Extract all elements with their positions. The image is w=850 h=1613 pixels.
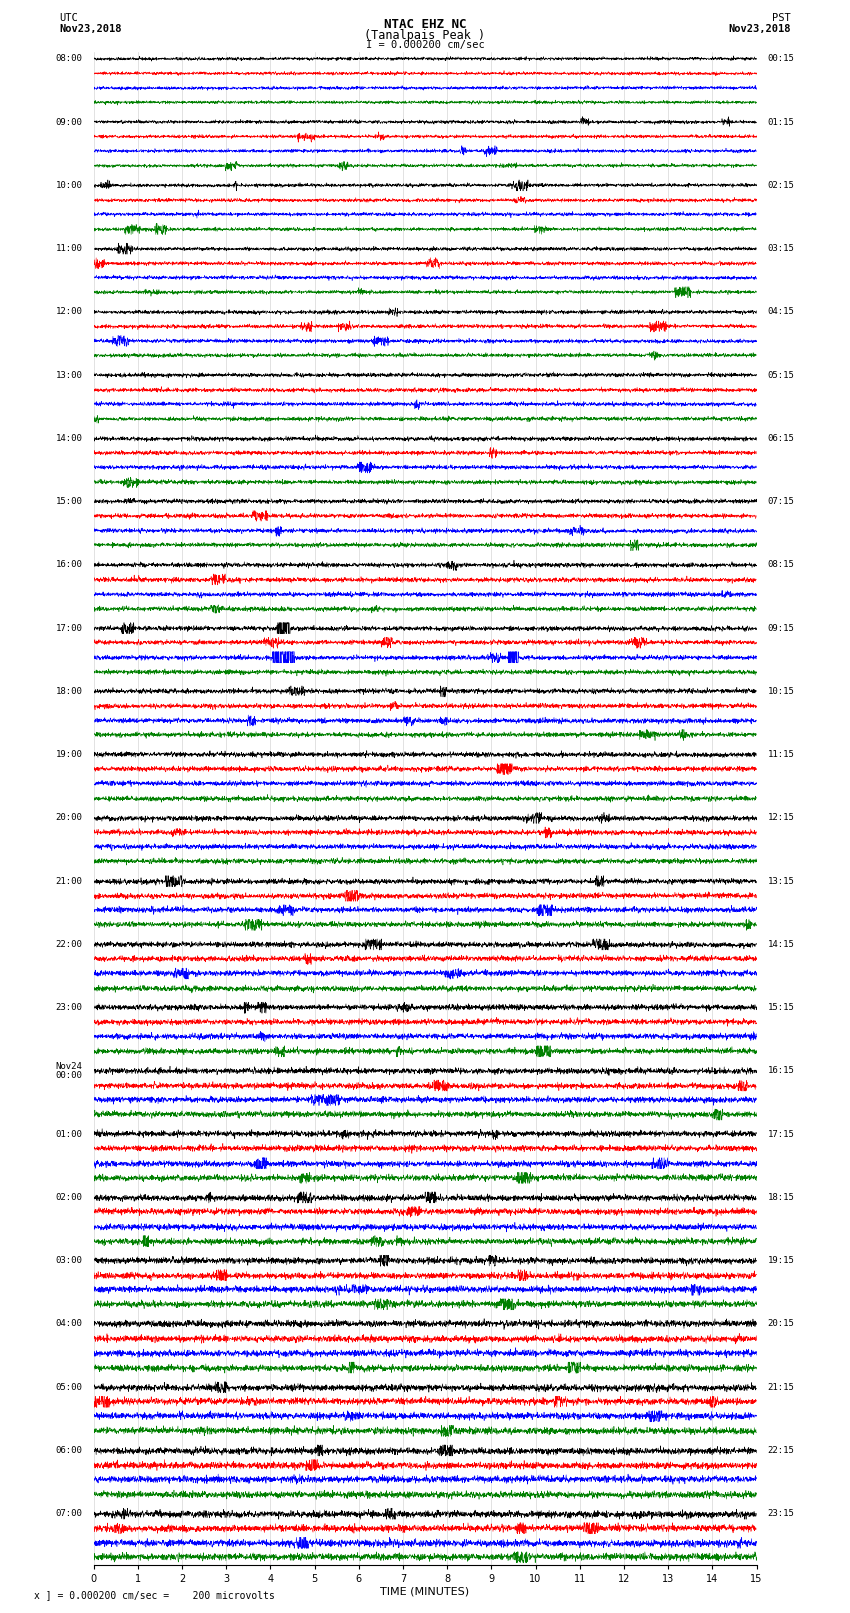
Text: 09:15: 09:15 bbox=[768, 624, 795, 632]
Text: 12:15: 12:15 bbox=[768, 813, 795, 823]
Text: 05:00: 05:00 bbox=[55, 1382, 82, 1392]
Text: 06:15: 06:15 bbox=[768, 434, 795, 444]
Text: 07:15: 07:15 bbox=[768, 497, 795, 506]
Text: 09:00: 09:00 bbox=[55, 118, 82, 127]
Text: 12:00: 12:00 bbox=[55, 308, 82, 316]
Text: 14:15: 14:15 bbox=[768, 940, 795, 948]
Text: 02:15: 02:15 bbox=[768, 181, 795, 190]
Text: 05:15: 05:15 bbox=[768, 371, 795, 379]
Text: 22:00: 22:00 bbox=[55, 940, 82, 948]
Text: 20:15: 20:15 bbox=[768, 1319, 795, 1329]
Text: 10:00: 10:00 bbox=[55, 181, 82, 190]
Text: Nov24
00:00: Nov24 00:00 bbox=[55, 1061, 82, 1081]
Text: I = 0.000200 cm/sec: I = 0.000200 cm/sec bbox=[366, 40, 484, 50]
Text: 17:00: 17:00 bbox=[55, 624, 82, 632]
Text: 23:15: 23:15 bbox=[768, 1510, 795, 1518]
Text: 23:00: 23:00 bbox=[55, 1003, 82, 1013]
Text: 01:15: 01:15 bbox=[768, 118, 795, 127]
Text: 15:00: 15:00 bbox=[55, 497, 82, 506]
Text: PST: PST bbox=[772, 13, 791, 23]
Text: 16:15: 16:15 bbox=[768, 1066, 795, 1076]
Text: 19:00: 19:00 bbox=[55, 750, 82, 760]
Text: 18:00: 18:00 bbox=[55, 687, 82, 695]
X-axis label: TIME (MINUTES): TIME (MINUTES) bbox=[381, 1587, 469, 1597]
Text: 00:15: 00:15 bbox=[768, 55, 795, 63]
Text: UTC: UTC bbox=[60, 13, 78, 23]
Text: 21:00: 21:00 bbox=[55, 877, 82, 886]
Text: 22:15: 22:15 bbox=[768, 1445, 795, 1455]
Text: x ] = 0.000200 cm/sec =    200 microvolts: x ] = 0.000200 cm/sec = 200 microvolts bbox=[34, 1590, 275, 1600]
Text: 06:00: 06:00 bbox=[55, 1445, 82, 1455]
Text: 02:00: 02:00 bbox=[55, 1194, 82, 1202]
Text: 18:15: 18:15 bbox=[768, 1194, 795, 1202]
Text: NTAC EHZ NC: NTAC EHZ NC bbox=[383, 18, 467, 31]
Text: 03:15: 03:15 bbox=[768, 244, 795, 253]
Text: 13:00: 13:00 bbox=[55, 371, 82, 379]
Text: 15:15: 15:15 bbox=[768, 1003, 795, 1013]
Text: 10:15: 10:15 bbox=[768, 687, 795, 695]
Text: (Tanalpais Peak ): (Tanalpais Peak ) bbox=[365, 29, 485, 42]
Text: 20:00: 20:00 bbox=[55, 813, 82, 823]
Text: 04:15: 04:15 bbox=[768, 308, 795, 316]
Text: 19:15: 19:15 bbox=[768, 1257, 795, 1265]
Text: 14:00: 14:00 bbox=[55, 434, 82, 444]
Text: 08:15: 08:15 bbox=[768, 560, 795, 569]
Text: 16:00: 16:00 bbox=[55, 560, 82, 569]
Text: 01:00: 01:00 bbox=[55, 1129, 82, 1139]
Text: 21:15: 21:15 bbox=[768, 1382, 795, 1392]
Text: 04:00: 04:00 bbox=[55, 1319, 82, 1329]
Text: 11:15: 11:15 bbox=[768, 750, 795, 760]
Text: Nov23,2018: Nov23,2018 bbox=[728, 24, 791, 34]
Text: 13:15: 13:15 bbox=[768, 877, 795, 886]
Text: 03:00: 03:00 bbox=[55, 1257, 82, 1265]
Text: 07:00: 07:00 bbox=[55, 1510, 82, 1518]
Text: Nov23,2018: Nov23,2018 bbox=[60, 24, 122, 34]
Text: 11:00: 11:00 bbox=[55, 244, 82, 253]
Text: 08:00: 08:00 bbox=[55, 55, 82, 63]
Text: 17:15: 17:15 bbox=[768, 1129, 795, 1139]
